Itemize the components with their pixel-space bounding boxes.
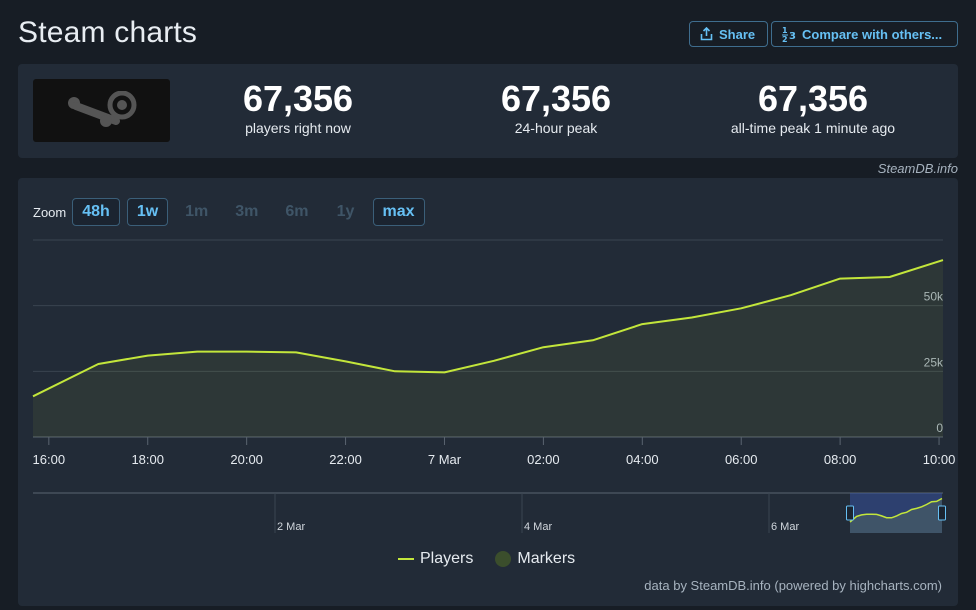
highcharts-credit[interactable]: data by SteamDB.info (powered by highcha… (644, 578, 942, 593)
steam-logo (33, 79, 170, 142)
page-title: Steam charts (18, 16, 198, 49)
navigator-selection (850, 493, 942, 533)
x-tick-label: 04:00 (626, 452, 659, 467)
navigator-date-label: 6 Mar (771, 521, 799, 533)
x-tick-label: 10:00 (923, 452, 956, 467)
svg-text:1: 1 (782, 26, 788, 35)
navigator-date-label: 4 Mar (524, 521, 552, 533)
share-icon (700, 27, 713, 41)
stat-24h-peak: 67,356 24-hour peak (436, 78, 676, 137)
y-tick-label: 0 (936, 421, 943, 435)
svg-text:3: 3 (789, 31, 796, 42)
compare-label: Compare with others... (802, 26, 943, 42)
share-button[interactable]: Share (689, 21, 768, 47)
x-tick-label: 02:00 (527, 452, 560, 467)
players-chart[interactable]: 0 25k 50k 16:00 18:00 20:00 22:00 7 Mar 02:00 04:… (18, 178, 958, 606)
legend-item-markers[interactable]: Markers (495, 550, 575, 568)
zoom-controls: Zoom 48h 1w 1m 3m 6m 1y max (33, 198, 432, 226)
x-tick-label: 18:00 (131, 452, 164, 467)
navigator-area (850, 498, 942, 533)
x-tick-label: 7 Mar (428, 452, 462, 467)
players-area (33, 260, 943, 437)
x-tick-label: 16:00 (33, 452, 66, 467)
stat-all-time: 67,356 all-time peak 1 minute ago (693, 78, 933, 137)
y-tick-label: 50k (924, 290, 944, 304)
legend-item-players[interactable]: Players (398, 550, 473, 568)
chart-panel: Zoom 48h 1w 1m 3m 6m 1y max 0 25k 50k 16:00… (18, 178, 958, 606)
x-tick-label: 08:00 (824, 452, 857, 467)
steamdb-credit[interactable]: SteamDB.info (877, 161, 958, 176)
x-tick-label: 06:00 (725, 452, 758, 467)
stat-current: 67,356 players right now (178, 78, 418, 137)
zoom-1y-button[interactable]: 1y (336, 203, 355, 220)
y-tick-label: 25k (924, 355, 944, 369)
peak-24h-value: 67,356 (500, 78, 612, 119)
legend-players-label: Players (420, 550, 474, 567)
current-players-label: players right now (245, 120, 351, 136)
chart-legend: Players Markers (398, 550, 575, 568)
share-label: Share (719, 26, 756, 42)
all-time-peak-value: 67,356 (757, 78, 869, 119)
zoom-6m-button[interactable]: 6m (285, 203, 309, 220)
navigator-handle[interactable] (846, 505, 854, 521)
zoom-1m-button[interactable]: 1m (185, 203, 209, 220)
zoom-label: Zoom (33, 204, 67, 220)
x-tick-label: 20:00 (230, 452, 263, 467)
zoom-1w-button[interactable]: 1w (126, 198, 169, 226)
x-tick-label: 22:00 (329, 452, 362, 467)
zoom-max-button[interactable]: max (372, 198, 425, 226)
current-players-value: 67,356 (242, 78, 354, 119)
zoom-3m-button[interactable]: 3m (235, 203, 259, 220)
navigator-handle[interactable] (938, 505, 946, 521)
navigator-date-label: 2 Mar (277, 521, 305, 533)
stats-panel: 67,356 players right now 67,356 24-hour … (18, 64, 958, 158)
all-time-peak-label: all-time peak 1 minute ago (730, 120, 896, 136)
peak-24h-label: 24-hour peak (514, 120, 598, 136)
legend-dot-swatch (495, 551, 512, 567)
svg-text:2: 2 (782, 35, 788, 42)
legend-markers-label: Markers (517, 550, 576, 567)
navigator-line (849, 497, 943, 523)
legend-line-swatch (398, 558, 414, 560)
zoom-48h-button[interactable]: 48h (72, 198, 120, 226)
